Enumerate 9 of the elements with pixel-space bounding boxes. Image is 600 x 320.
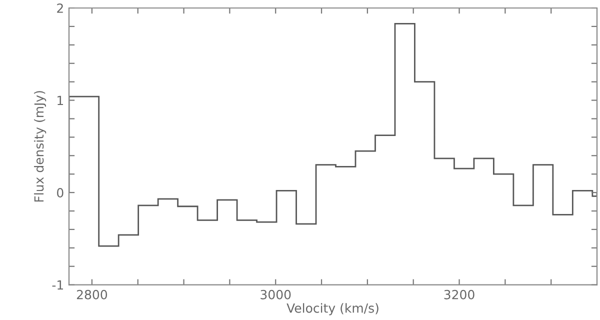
y-tick-label: 2 <box>57 3 63 13</box>
y-tick-label: 0 <box>57 188 64 198</box>
x-tick-label: 3000 <box>260 290 291 300</box>
x-tick-label: 3200 <box>444 290 474 300</box>
y-axis-title: Flux density (mJy) <box>34 91 46 202</box>
y-tick-label: 1 <box>58 96 63 106</box>
x-axis-title: Velocity (km/s) <box>286 303 378 316</box>
y-tick-label: -1 <box>52 280 63 290</box>
x-tick-label: 2800 <box>76 290 108 300</box>
